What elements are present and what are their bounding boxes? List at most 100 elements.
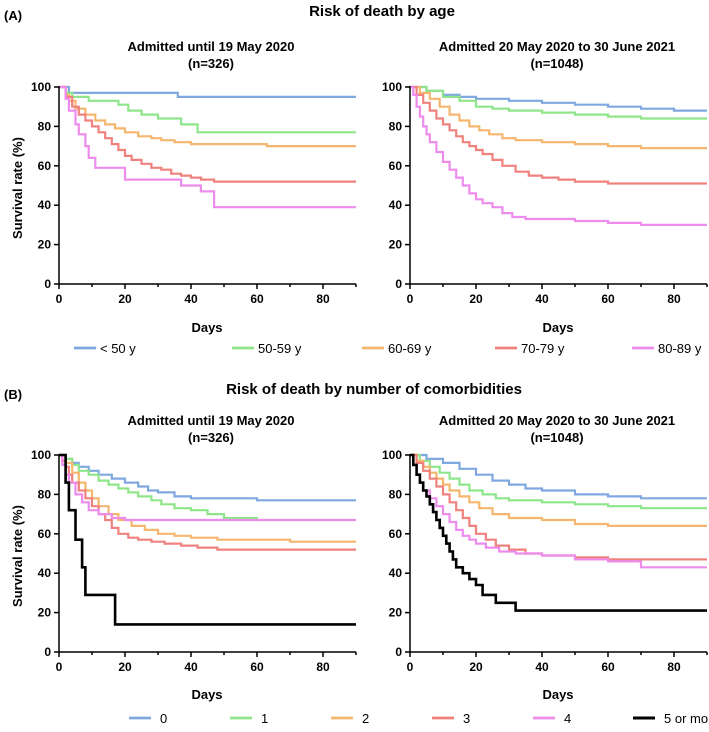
x-tick-label: 40 xyxy=(184,292,198,306)
series-line-4 xyxy=(410,85,707,226)
series-line-2 xyxy=(410,85,707,150)
x-tick-label: 0 xyxy=(56,660,63,674)
series-line-2 xyxy=(59,453,356,543)
legend-label: 50-59 y xyxy=(258,341,302,356)
y-axis-label: Survival rate (%) xyxy=(10,505,25,607)
y-tick-label: 100 xyxy=(382,448,402,462)
series-line-5 xyxy=(410,453,707,612)
y-tick-label: 40 xyxy=(38,198,52,212)
legend-label: 2 xyxy=(362,711,369,726)
legend-label: 70-79 y xyxy=(521,341,565,356)
chart-title: Admitted until 19 May 2020 xyxy=(128,39,295,54)
legend-label: 3 xyxy=(463,711,470,726)
chart-comorbidities-2020: Admitted until 19 May 2020 (n=326) Survi… xyxy=(10,413,357,702)
x-tick-label: 60 xyxy=(601,292,615,306)
legend-label: 0 xyxy=(160,711,167,726)
y-tick-label: 100 xyxy=(382,80,402,94)
x-tick-label: 20 xyxy=(118,660,132,674)
series-line-5 xyxy=(59,453,356,626)
y-tick-label: 60 xyxy=(389,527,403,541)
chart-title: Admitted 20 May 2020 to 30 June 2021 xyxy=(439,39,675,54)
series-line-0 xyxy=(410,453,707,500)
series-line-3 xyxy=(59,453,356,551)
y-tick-label: 0 xyxy=(395,277,402,291)
x-axis-label: Days xyxy=(542,320,573,335)
chart-age-2020: Admitted until 19 May 2020 (n=326) Survi… xyxy=(10,39,357,335)
chart-subtitle: (n=1048) xyxy=(530,56,583,71)
x-axis-label: Days xyxy=(191,320,222,335)
x-tick-label: 40 xyxy=(535,292,549,306)
y-tick-label: 0 xyxy=(44,277,51,291)
series-line-1 xyxy=(59,453,356,522)
y-tick-label: 20 xyxy=(38,238,52,252)
legend-label: 60-69 y xyxy=(388,341,432,356)
y-tick-label: 40 xyxy=(389,566,403,580)
series-line-1 xyxy=(410,453,707,510)
y-tick-label: 0 xyxy=(44,645,51,659)
x-tick-label: 20 xyxy=(118,292,132,306)
x-tick-label: 40 xyxy=(535,660,549,674)
x-tick-label: 0 xyxy=(407,292,414,306)
x-tick-label: 80 xyxy=(667,292,681,306)
y-axis-label: Survival rate (%) xyxy=(10,137,25,239)
y-tick-label: 80 xyxy=(389,487,403,501)
y-tick-label: 20 xyxy=(389,238,403,252)
y-tick-label: 100 xyxy=(31,448,51,462)
series-line-0 xyxy=(59,85,356,98)
y-tick-label: 0 xyxy=(395,645,402,659)
y-tick-label: 80 xyxy=(38,119,52,133)
series-line-4 xyxy=(410,453,707,569)
legend-label: 1 xyxy=(261,711,268,726)
legend-comorbidities: 0 1 2 3 4 5 or more xyxy=(129,711,709,726)
x-axis-label: Days xyxy=(191,687,222,702)
x-tick-label: 60 xyxy=(250,660,264,674)
x-tick-label: 20 xyxy=(469,292,483,306)
legend-age: < 50 y 50-59 y 60-69 y 70-79 y 80-89 y xyxy=(74,341,702,356)
series-line-3 xyxy=(410,85,707,185)
series-line-1 xyxy=(59,85,356,134)
y-tick-label: 80 xyxy=(38,487,52,501)
y-tick-label: 20 xyxy=(389,606,403,620)
y-tick-label: 60 xyxy=(38,159,52,173)
x-tick-label: 60 xyxy=(601,660,615,674)
series-line-2 xyxy=(410,453,707,527)
x-tick-label: 80 xyxy=(316,660,330,674)
chart-subtitle: (n=326) xyxy=(188,56,234,71)
y-tick-label: 60 xyxy=(389,159,403,173)
y-tick-label: 100 xyxy=(31,80,51,94)
panel-a-title: Risk of death by age xyxy=(309,3,455,20)
series-line-3 xyxy=(59,85,356,183)
legend-label: 80-89 y xyxy=(658,341,702,356)
chart-comorbidities-2021: Admitted 20 May 2020 to 30 June 2021 (n=… xyxy=(382,413,708,702)
series-line-2 xyxy=(59,85,356,148)
series-line-0 xyxy=(410,85,707,112)
y-tick-label: 40 xyxy=(38,566,52,580)
chart-subtitle: (n=326) xyxy=(188,430,234,445)
y-tick-label: 20 xyxy=(38,606,52,620)
series-line-0 xyxy=(59,453,356,502)
x-tick-label: 40 xyxy=(184,660,198,674)
legend-label: 5 or more xyxy=(664,711,709,726)
legend-label: 4 xyxy=(564,711,571,726)
x-tick-label: 20 xyxy=(469,660,483,674)
y-tick-label: 80 xyxy=(389,119,403,133)
x-tick-label: 0 xyxy=(407,660,414,674)
panel-a-label: (A) xyxy=(4,8,22,23)
chart-title: Admitted until 19 May 2020 xyxy=(128,413,295,428)
x-tick-label: 0 xyxy=(56,292,63,306)
series-line-1 xyxy=(410,85,707,120)
panel-b-label: (B) xyxy=(4,387,22,402)
x-axis-label: Days xyxy=(542,687,573,702)
x-tick-label: 60 xyxy=(250,292,264,306)
y-tick-label: 40 xyxy=(389,198,403,212)
panel-b-title: Risk of death by number of comorbidities xyxy=(226,381,522,398)
chart-age-2021: Admitted 20 May 2020 to 30 June 2021 (n=… xyxy=(382,39,708,335)
y-tick-label: 60 xyxy=(38,527,52,541)
chart-subtitle: (n=1048) xyxy=(530,430,583,445)
x-tick-label: 80 xyxy=(316,292,330,306)
chart-title: Admitted 20 May 2020 to 30 June 2021 xyxy=(439,413,675,428)
legend-label: < 50 y xyxy=(100,341,136,356)
x-tick-label: 80 xyxy=(667,660,681,674)
series-line-4 xyxy=(59,85,356,209)
